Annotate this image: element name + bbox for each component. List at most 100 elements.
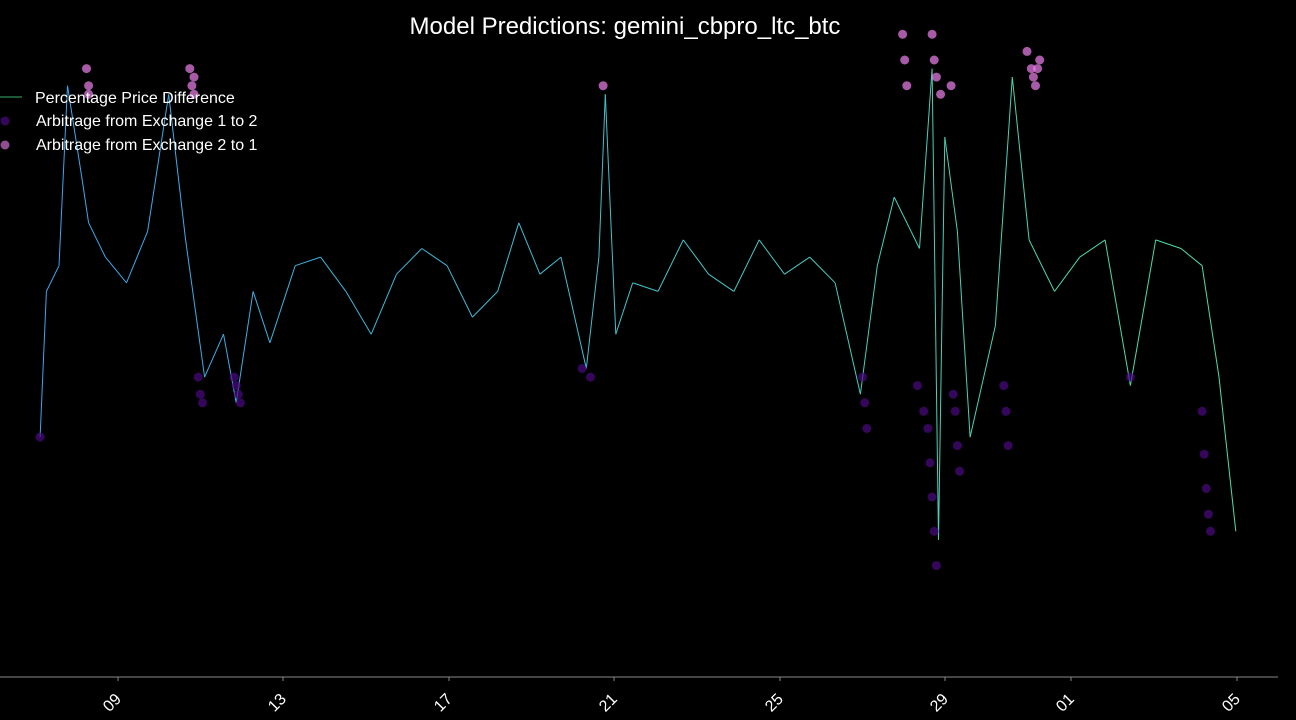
price-difference-line-segment bbox=[88, 222, 106, 258]
arbitrage-1-to-2-point bbox=[35, 432, 45, 442]
price-difference-line-segment bbox=[1028, 239, 1055, 292]
price-difference-line-segment bbox=[733, 239, 760, 292]
price-difference-line-segment bbox=[269, 265, 296, 343]
arbitrage-1-to-2-point bbox=[929, 526, 939, 536]
arbitrage-2-to-1-point bbox=[1035, 55, 1045, 65]
price-difference-line-segment bbox=[632, 282, 659, 292]
price-difference-line-segment bbox=[809, 256, 836, 284]
arbitrage-1-to-2-point bbox=[923, 424, 933, 433]
price-difference-line-segment bbox=[585, 257, 600, 369]
price-difference-line-segment bbox=[598, 94, 606, 258]
legend-ex21-label: Arbitrage from Exchange 2 to 1 bbox=[36, 137, 258, 154]
x-tick-label: 05 bbox=[1219, 691, 1244, 716]
arbitrage-2-to-1-point bbox=[900, 55, 910, 65]
price-difference-line-segment bbox=[105, 256, 127, 284]
price-difference-line-segment bbox=[1218, 377, 1237, 532]
arbitrage-2-to-1-point bbox=[82, 64, 91, 74]
price-difference-line-segment bbox=[1201, 265, 1220, 378]
price-difference-line-segment bbox=[472, 291, 499, 318]
arbitrage-1-to-2-point bbox=[577, 364, 587, 373]
arbitrage-1-to-2-point bbox=[1003, 441, 1013, 451]
arbitrage-2-to-1-point bbox=[189, 89, 199, 99]
arbitrage-1-to-2-point bbox=[198, 398, 207, 408]
price-difference-line-segment bbox=[1011, 77, 1030, 240]
arbitrage-1-to-2-point bbox=[952, 441, 962, 451]
price-difference-line-segment bbox=[944, 137, 958, 232]
price-difference-line-segment bbox=[657, 239, 684, 292]
arbitrage-1-to-2-point bbox=[919, 406, 929, 416]
price-difference-line-segment bbox=[518, 222, 541, 275]
price-difference-line-segment bbox=[969, 325, 996, 438]
arbitrage-1-to-2-point bbox=[1201, 484, 1211, 493]
arbitrage-2-to-1-point bbox=[187, 81, 197, 91]
price-difference-line-segment bbox=[604, 94, 617, 335]
arbitrage-1-to-2-point bbox=[948, 389, 958, 399]
arbitrage-2-to-1-point bbox=[898, 29, 908, 39]
arbitrage-2-to-1-point bbox=[185, 64, 195, 74]
price-difference-line-segment bbox=[876, 196, 895, 266]
price-difference-line-segment bbox=[204, 333, 224, 378]
price-difference-line-segment bbox=[539, 256, 562, 275]
price-difference-line-segment bbox=[1129, 239, 1157, 386]
price-difference-line-segment bbox=[938, 137, 946, 540]
arbitrage-2-to-1-point bbox=[946, 81, 956, 91]
legend-ex12-label: Arbitrage from Exchange 1 to 2 bbox=[36, 113, 258, 130]
arbitrage-1-to-2-point bbox=[193, 372, 203, 382]
price-difference-line-segment bbox=[320, 256, 347, 292]
price-difference-line-segment bbox=[893, 196, 920, 249]
price-difference-line-segment bbox=[1104, 239, 1131, 386]
price-difference-line-segment bbox=[147, 94, 170, 232]
arbitrage-2-to-1-point bbox=[1022, 46, 1032, 56]
arbitrage-1-to-2-point bbox=[229, 372, 239, 382]
arbitrage-2-to-1-point bbox=[902, 81, 912, 91]
x-tick-label: 17 bbox=[431, 691, 456, 716]
x-tick-label: 21 bbox=[596, 691, 621, 716]
price-difference-line-segment bbox=[994, 77, 1013, 326]
price-difference-line-segment bbox=[1054, 256, 1081, 292]
arbitrage-1-to-2-point bbox=[955, 466, 965, 476]
arbitrage-2-to-1-point bbox=[929, 55, 939, 65]
price-difference-line-segment bbox=[560, 256, 587, 369]
price-difference-line-segment bbox=[126, 231, 149, 283]
price-difference-line-segment bbox=[39, 291, 47, 438]
x-tick-label: 29 bbox=[927, 691, 952, 716]
arbitrage-1-to-2-point bbox=[1206, 526, 1215, 536]
arbitrage-2-to-1-point bbox=[189, 72, 199, 82]
arbitrage-1-to-2-point bbox=[860, 398, 870, 408]
x-tick-label: 09 bbox=[100, 691, 125, 716]
price-difference-line-segment bbox=[834, 282, 861, 395]
arbitrage-1-to-2-point bbox=[912, 381, 922, 391]
arbitrage-1-to-2-point bbox=[931, 561, 941, 571]
price-difference-line-segment bbox=[615, 282, 634, 335]
arbitrage-1-to-2-point bbox=[233, 389, 243, 399]
legend-ex21-marker bbox=[0, 140, 10, 150]
plot-area bbox=[35, 29, 1237, 571]
price-difference-line-segment bbox=[919, 68, 933, 249]
price-difference-line-segment bbox=[58, 85, 68, 266]
price-difference-line-segment bbox=[295, 256, 321, 267]
arbitrage-1-to-2-point bbox=[1001, 406, 1011, 416]
price-difference-line-segment bbox=[345, 291, 372, 335]
price-difference-line-segment bbox=[931, 68, 939, 540]
x-axis-ticks: 09 13 17 21 25 29 01 05 bbox=[100, 677, 1244, 715]
legend-ex12-marker bbox=[0, 116, 10, 126]
arbitrage-1-to-2-point bbox=[231, 381, 241, 391]
arbitrage-1-to-2-point bbox=[586, 372, 595, 382]
arbitrage-1-to-2-point bbox=[1125, 372, 1135, 382]
legend-line-label: Percentage Price Difference bbox=[35, 90, 235, 107]
arbitrage-1-to-2-point bbox=[858, 372, 867, 382]
arbitrage-1-to-2-point bbox=[235, 398, 245, 408]
price-difference-line-segment bbox=[223, 334, 237, 403]
chart-title: Model Predictions: gemini_cbpro_ltc_btc bbox=[410, 13, 841, 40]
arbitrage-2-to-1-point bbox=[931, 72, 941, 82]
arbitrage-2-to-1-point bbox=[1026, 64, 1036, 74]
arbitrage-1-to-2-point bbox=[1197, 406, 1207, 416]
price-difference-line-segment bbox=[758, 239, 785, 275]
arbitrage-2-to-1-point bbox=[927, 29, 937, 39]
price-difference-line-segment bbox=[446, 265, 473, 318]
arbitrage-2-to-1-point bbox=[598, 81, 608, 91]
price-difference-line-segment bbox=[682, 239, 710, 275]
price-difference-line-segment bbox=[1079, 239, 1106, 258]
price-difference-line-segment bbox=[81, 179, 90, 223]
